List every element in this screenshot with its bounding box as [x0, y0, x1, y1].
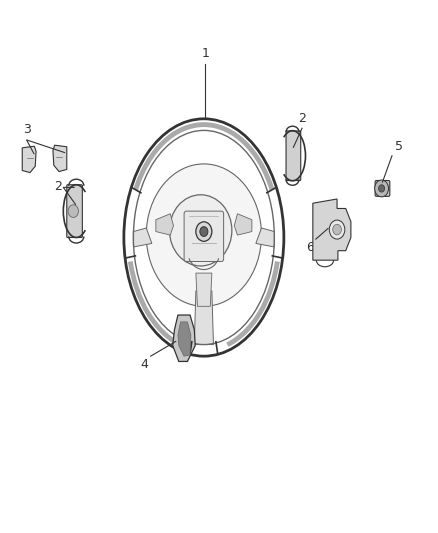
Polygon shape — [22, 146, 36, 173]
Circle shape — [196, 222, 212, 241]
FancyBboxPatch shape — [375, 181, 390, 196]
Circle shape — [200, 227, 208, 237]
Polygon shape — [53, 145, 67, 172]
Circle shape — [68, 205, 78, 217]
Polygon shape — [234, 214, 252, 235]
Ellipse shape — [170, 195, 232, 266]
Text: 2: 2 — [55, 180, 63, 193]
Circle shape — [329, 220, 345, 239]
Text: 2: 2 — [298, 112, 306, 125]
FancyBboxPatch shape — [184, 211, 224, 262]
Polygon shape — [196, 273, 212, 306]
Text: 4: 4 — [140, 358, 148, 372]
Text: 1: 1 — [201, 47, 209, 60]
Circle shape — [378, 185, 385, 192]
Circle shape — [333, 224, 341, 235]
Polygon shape — [313, 199, 351, 260]
Polygon shape — [178, 322, 191, 356]
Text: 5: 5 — [396, 140, 403, 153]
Polygon shape — [134, 228, 152, 247]
Circle shape — [374, 180, 389, 197]
Text: 3: 3 — [23, 123, 31, 136]
FancyBboxPatch shape — [67, 185, 82, 238]
FancyBboxPatch shape — [286, 131, 301, 181]
Polygon shape — [194, 291, 213, 344]
Text: 6: 6 — [306, 241, 314, 254]
Polygon shape — [256, 228, 274, 247]
Ellipse shape — [146, 164, 261, 306]
Polygon shape — [173, 315, 195, 361]
Polygon shape — [156, 214, 173, 235]
